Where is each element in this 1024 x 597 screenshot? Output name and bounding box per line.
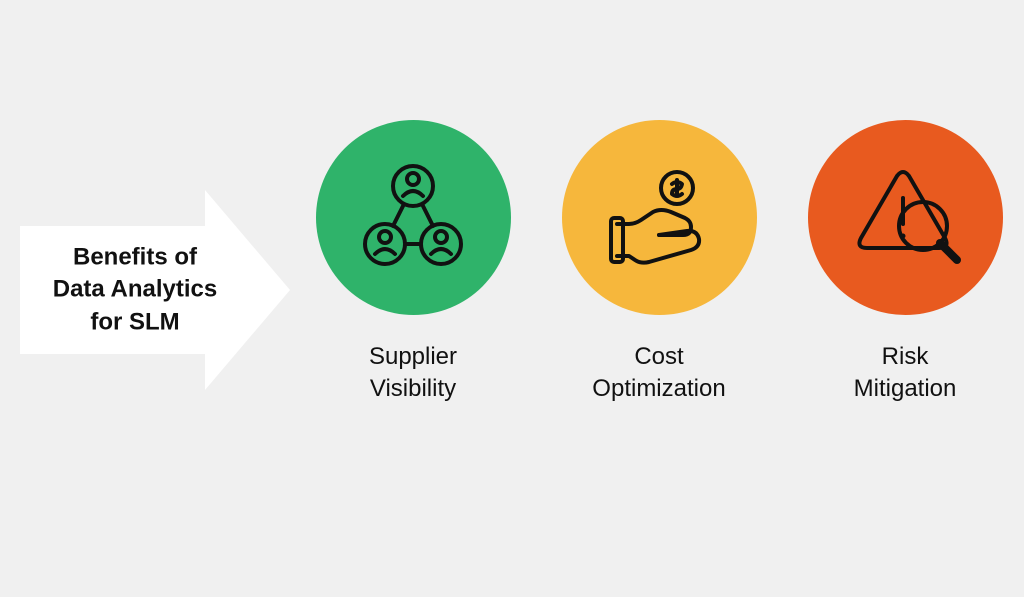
benefit-cost-optimization: Cost Optimization bbox=[554, 120, 764, 406]
circle-supplier-visibility bbox=[316, 120, 511, 315]
arrow-shape: Benefits of Data Analytics for SLM bbox=[20, 190, 290, 390]
benefit-label-supplier-visibility: Supplier Visibility bbox=[369, 341, 457, 406]
benefit-supplier-visibility: Supplier Visibility bbox=[308, 120, 518, 406]
circle-cost-optimization bbox=[562, 120, 757, 315]
circle-risk-mitigation bbox=[808, 120, 1003, 315]
benefits-row: Supplier Visibility Cost Optimization bbox=[308, 120, 1010, 406]
risk-magnifier-icon bbox=[845, 158, 965, 278]
infographic-stage: Benefits of Data Analytics for SLM bbox=[0, 0, 1024, 597]
benefit-risk-mitigation: Risk Mitigation bbox=[800, 120, 1010, 406]
arrow-title: Benefits of Data Analytics for SLM bbox=[40, 241, 230, 338]
people-network-icon bbox=[353, 158, 473, 278]
benefit-label-cost-optimization: Cost Optimization bbox=[592, 341, 725, 406]
benefit-label-risk-mitigation: Risk Mitigation bbox=[854, 341, 957, 406]
hand-coin-icon bbox=[599, 158, 719, 278]
arrow-block: Benefits of Data Analytics for SLM bbox=[20, 190, 290, 390]
